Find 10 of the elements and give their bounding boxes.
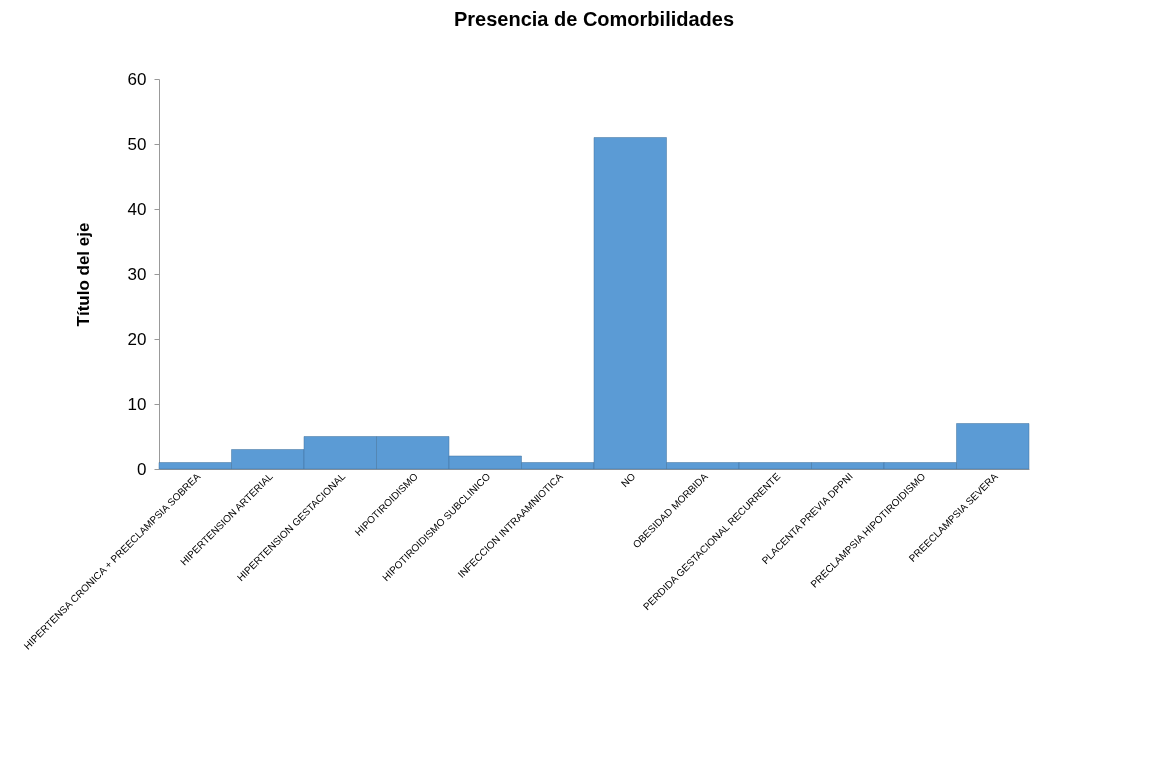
x-tick-label: NO [618, 470, 638, 490]
y-axis-title: Título del eje [73, 222, 93, 327]
y-tick-label: 60 [127, 69, 147, 89]
y-tick-label: 10 [127, 394, 147, 414]
y-tick-label: 40 [127, 199, 147, 219]
y-tick-label: 0 [137, 459, 147, 479]
y-tick-label: 50 [127, 134, 147, 154]
y-tick-label: 20 [127, 329, 147, 349]
chart-title: Presencia de Comorbilidades [453, 8, 735, 30]
y-tick-label: 30 [127, 264, 147, 284]
